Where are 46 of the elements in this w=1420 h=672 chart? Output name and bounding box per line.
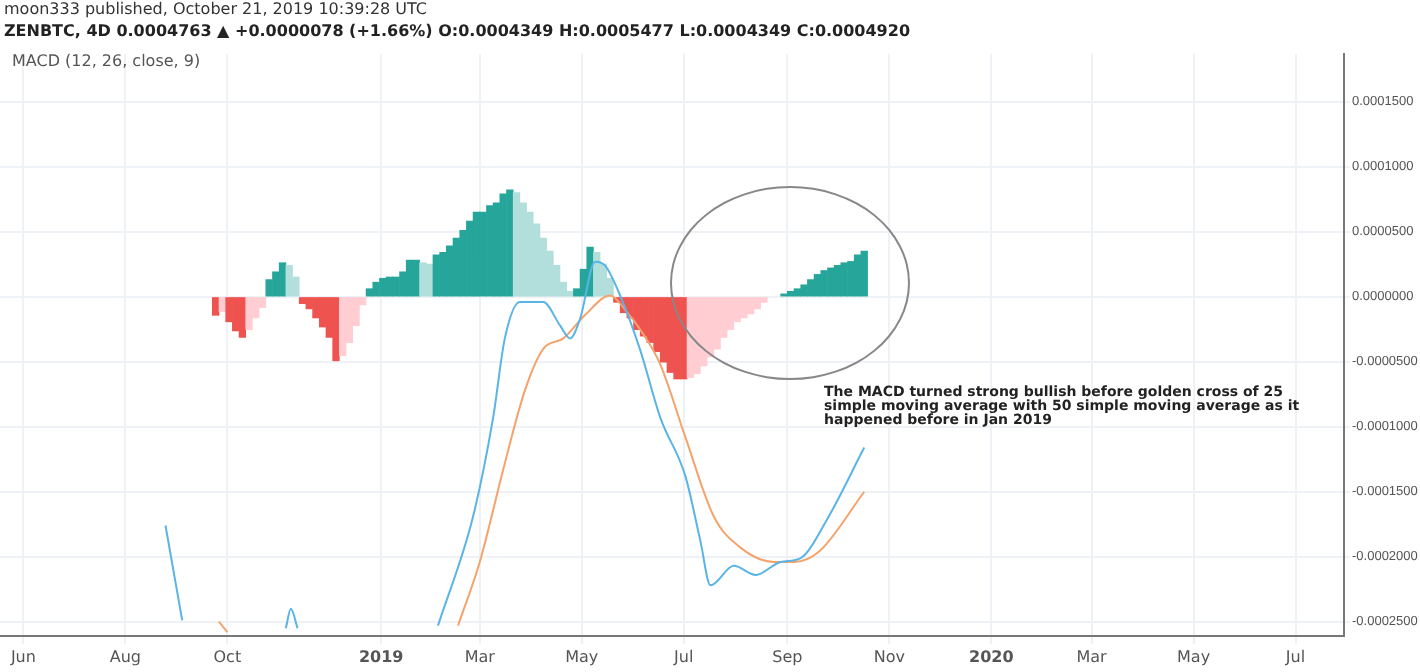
bar <box>372 281 380 297</box>
bar <box>800 284 808 297</box>
x-tick-label: Sep <box>772 647 803 666</box>
x-tick-label: 2020 <box>969 647 1015 666</box>
bar <box>339 297 347 356</box>
bar <box>700 297 708 367</box>
bar <box>860 250 868 297</box>
x-tick-label: 2019 <box>358 647 405 666</box>
bar <box>726 297 735 330</box>
bar <box>265 279 273 297</box>
x-tick-label: Jun <box>8 647 36 666</box>
bar <box>693 297 701 375</box>
x-tick-label: Aug <box>109 647 141 666</box>
bar <box>593 251 601 297</box>
bar <box>713 297 721 350</box>
bar <box>385 276 394 297</box>
x-tick-label: Jul <box>1283 647 1306 666</box>
chart-title: MACD (12, 26, close, 9) <box>12 52 201 70</box>
bar <box>506 189 514 297</box>
bar <box>853 254 862 297</box>
x-tick-label: Nov <box>873 647 906 666</box>
x-tick-label: Mar <box>1076 647 1109 666</box>
x-tick-label: Mar <box>464 647 497 666</box>
bar <box>760 297 768 303</box>
bar <box>245 297 253 330</box>
bar <box>211 297 220 316</box>
bar <box>232 297 240 332</box>
bar <box>740 297 748 319</box>
x-tick-label: May <box>565 647 599 666</box>
text: moon333 published, October 21, 2019 10:39:28 UTC <box>4 0 428 18</box>
bar <box>833 264 842 297</box>
x-tick-label: May <box>1177 647 1211 666</box>
bar <box>298 297 307 304</box>
bar <box>419 262 427 297</box>
bar <box>807 279 815 297</box>
x-tick-label: Oct <box>213 647 242 666</box>
bar <box>312 297 320 319</box>
bar <box>425 263 434 297</box>
bar <box>746 297 755 315</box>
bar <box>512 192 521 297</box>
x-tick-label: Jul <box>672 647 694 666</box>
bar <box>405 259 414 297</box>
bar <box>225 297 233 323</box>
bar <box>332 297 340 362</box>
bar <box>278 262 287 297</box>
chart-subtitle: ZENBTC, 4D 0.0004763 ▲ +0.0000078 (+1.66%) O:0.0004349 H:0.0005477 L:0.0004349 C:0.0004920 <box>4 22 911 40</box>
